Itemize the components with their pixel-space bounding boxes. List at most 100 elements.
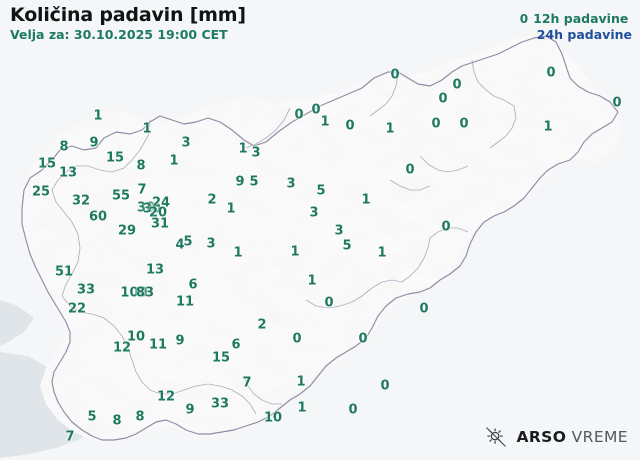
station-value: 3 (309, 205, 319, 221)
station-value: 3 (206, 236, 216, 252)
station-value: 15 (37, 156, 57, 172)
station-value: 0 (294, 107, 304, 123)
station-value: 55 (111, 188, 131, 204)
station-value: 29 (117, 223, 137, 239)
map-header: Količina padavin [mm] Velja za: 30.10.20… (10, 4, 246, 43)
station-value: 2 (207, 192, 217, 208)
station-value: 7 (137, 182, 147, 198)
station-value: 13 (58, 165, 78, 181)
station-value: 15 (211, 350, 231, 366)
station-value: 1 (361, 192, 371, 208)
legend-label-12h: 12h padavine (533, 11, 629, 26)
station-value: 83 (135, 285, 155, 301)
station-value: 1 (543, 119, 553, 135)
brand-arso: ARSO (516, 428, 567, 446)
station-value: 11 (175, 294, 195, 310)
station-value: 5 (342, 238, 352, 254)
station-value: 20 (148, 205, 168, 221)
station-value: 32 (71, 193, 91, 209)
arso-vreme-logo: ARSO VREME (485, 426, 628, 448)
legend: 0 12h padavine 24h padavine (520, 11, 632, 42)
station-value: 51 (54, 264, 74, 280)
station-value: 12 (112, 340, 132, 356)
station-value: 1 (238, 141, 248, 157)
station-value: 0 (292, 331, 302, 347)
station-value: 0 (441, 219, 451, 235)
station-value: 0 (311, 102, 321, 118)
station-value: 38 (136, 200, 156, 216)
station-value: 3 (286, 176, 296, 192)
station-value: 15 (105, 150, 125, 166)
station-value: 9 (89, 135, 99, 151)
station-value: 8 (135, 409, 145, 425)
station-value: 30 (142, 201, 162, 217)
station-value: 7 (65, 429, 75, 445)
sun-cloud-icon (486, 427, 507, 447)
station-value: 1 (296, 374, 306, 390)
station-value: 1 (226, 201, 236, 217)
station-value: 2 (257, 317, 267, 333)
station-value: 8 (112, 413, 122, 429)
station-value: 0 (438, 91, 448, 107)
station-value: 9 (235, 174, 245, 190)
page-title: Količina padavin [mm] (10, 4, 246, 26)
station-value: 5 (87, 409, 97, 425)
station-value: 6 (231, 337, 241, 353)
station-value: 4 (175, 237, 185, 253)
station-value: 0 (380, 378, 390, 394)
station-value: 60 (88, 209, 108, 225)
station-value: 3 (181, 135, 191, 151)
station-value: 0 (419, 301, 429, 317)
station-value: 0 (390, 67, 400, 83)
station-value: 1 (377, 245, 387, 261)
station-value: 33 (210, 396, 230, 412)
station-value: 25 (31, 184, 51, 200)
station-value: 0 (546, 65, 556, 81)
valid-time-label: Velja za: 30.10.2025 19:00 CET (10, 27, 228, 42)
station-value: 33 (76, 282, 96, 298)
station-value: 0 (431, 116, 441, 132)
station-value: 8 (136, 158, 146, 174)
station-value: 24 (151, 195, 171, 211)
station-value: 22 (67, 301, 87, 317)
station-value: 6 (188, 277, 198, 293)
station-value: 8 (59, 139, 69, 155)
station-value: 12 (156, 389, 176, 405)
station-value: 1 (93, 108, 103, 124)
legend-sample-value: 0 (519, 12, 529, 26)
station-value: 9 (175, 333, 185, 349)
station-value: 1 (142, 121, 152, 137)
station-value: 1 (320, 114, 330, 130)
station-value: 1 (233, 245, 243, 261)
brand-vreme: VREME (571, 428, 628, 446)
station-value: 3 (251, 145, 261, 161)
station-value: 10 (263, 410, 283, 426)
station-value: 0 (459, 116, 469, 132)
station-value: 13 (145, 262, 165, 278)
legend-label-24h: 24h padavine (536, 27, 632, 42)
station-value: 0 (452, 77, 462, 93)
station-value: 1 (385, 121, 395, 137)
station-value: 0 (405, 162, 415, 178)
station-value: 0 (348, 402, 358, 418)
legend-item-24h: 24h padavine (520, 27, 632, 42)
station-value: 3 (334, 223, 344, 239)
station-value: 0 (345, 118, 355, 134)
station-value: 0 (324, 295, 334, 311)
station-value: 1 (307, 273, 317, 289)
station-value: 5 (183, 234, 193, 250)
station-value: 1 (290, 244, 300, 260)
station-value: 9 (185, 402, 195, 418)
station-value: 5 (316, 183, 326, 199)
station-value: 10 (126, 329, 146, 345)
brand-text: ARSO VREME (516, 428, 628, 446)
station-value: 11 (148, 337, 168, 353)
station-value: 7 (242, 375, 252, 391)
station-value: 100 (120, 285, 148, 301)
station-value: 0 (612, 95, 622, 111)
station-value: 31 (150, 216, 170, 232)
station-value: 1 (169, 153, 179, 169)
station-value: 1 (297, 400, 307, 416)
